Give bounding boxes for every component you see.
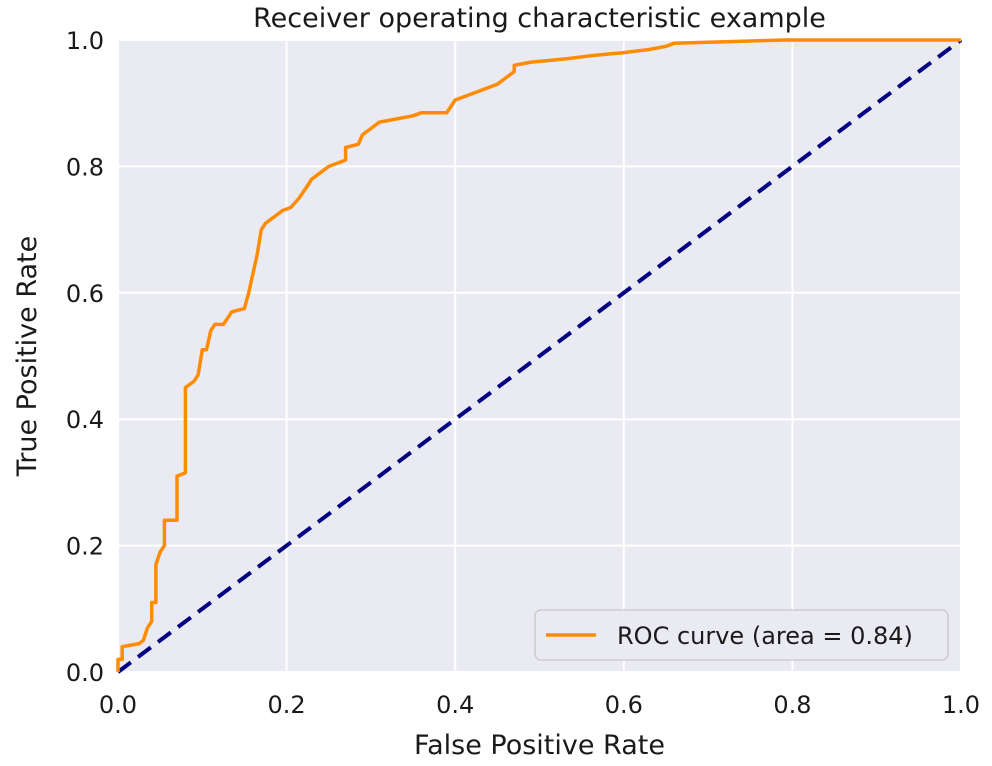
x-tick-label: 0.8 — [773, 691, 811, 719]
roc-curve-line — [116, 38, 961, 672]
y-tick-label: 0.8 — [66, 153, 104, 181]
series-layer — [116, 38, 963, 674]
x-tick-label: 1.0 — [942, 691, 980, 719]
y-axis-label: True Positive Rate — [12, 236, 43, 478]
chart-title: Receiver operating characteristic exampl… — [253, 3, 826, 34]
legend: ROC curve (area = 0.84) — [534, 609, 949, 661]
x-axis-ticks: 0.0 0.2 0.4 0.6 0.8 1.0 — [99, 691, 980, 719]
x-axis-label: False Positive Rate — [414, 730, 665, 761]
y-tick-label: 0.4 — [66, 406, 104, 434]
legend-box — [534, 609, 949, 661]
y-tick-label: 1.0 — [66, 27, 104, 55]
grid-lines — [117, 39, 962, 673]
diagonal-reference-line — [116, 38, 963, 674]
legend-label-roc: ROC curve (area = 0.84) — [617, 622, 913, 650]
x-tick-label: 0.6 — [605, 691, 643, 719]
y-axis-ticks: 0.0 0.2 0.4 0.6 0.8 1.0 — [66, 27, 104, 687]
y-tick-label: 0.0 — [66, 659, 104, 687]
x-tick-label: 0.2 — [268, 691, 306, 719]
x-tick-label: 0.4 — [436, 691, 474, 719]
y-tick-label: 0.2 — [66, 533, 104, 561]
y-tick-label: 0.6 — [66, 280, 104, 308]
x-tick-label: 0.0 — [99, 691, 137, 719]
